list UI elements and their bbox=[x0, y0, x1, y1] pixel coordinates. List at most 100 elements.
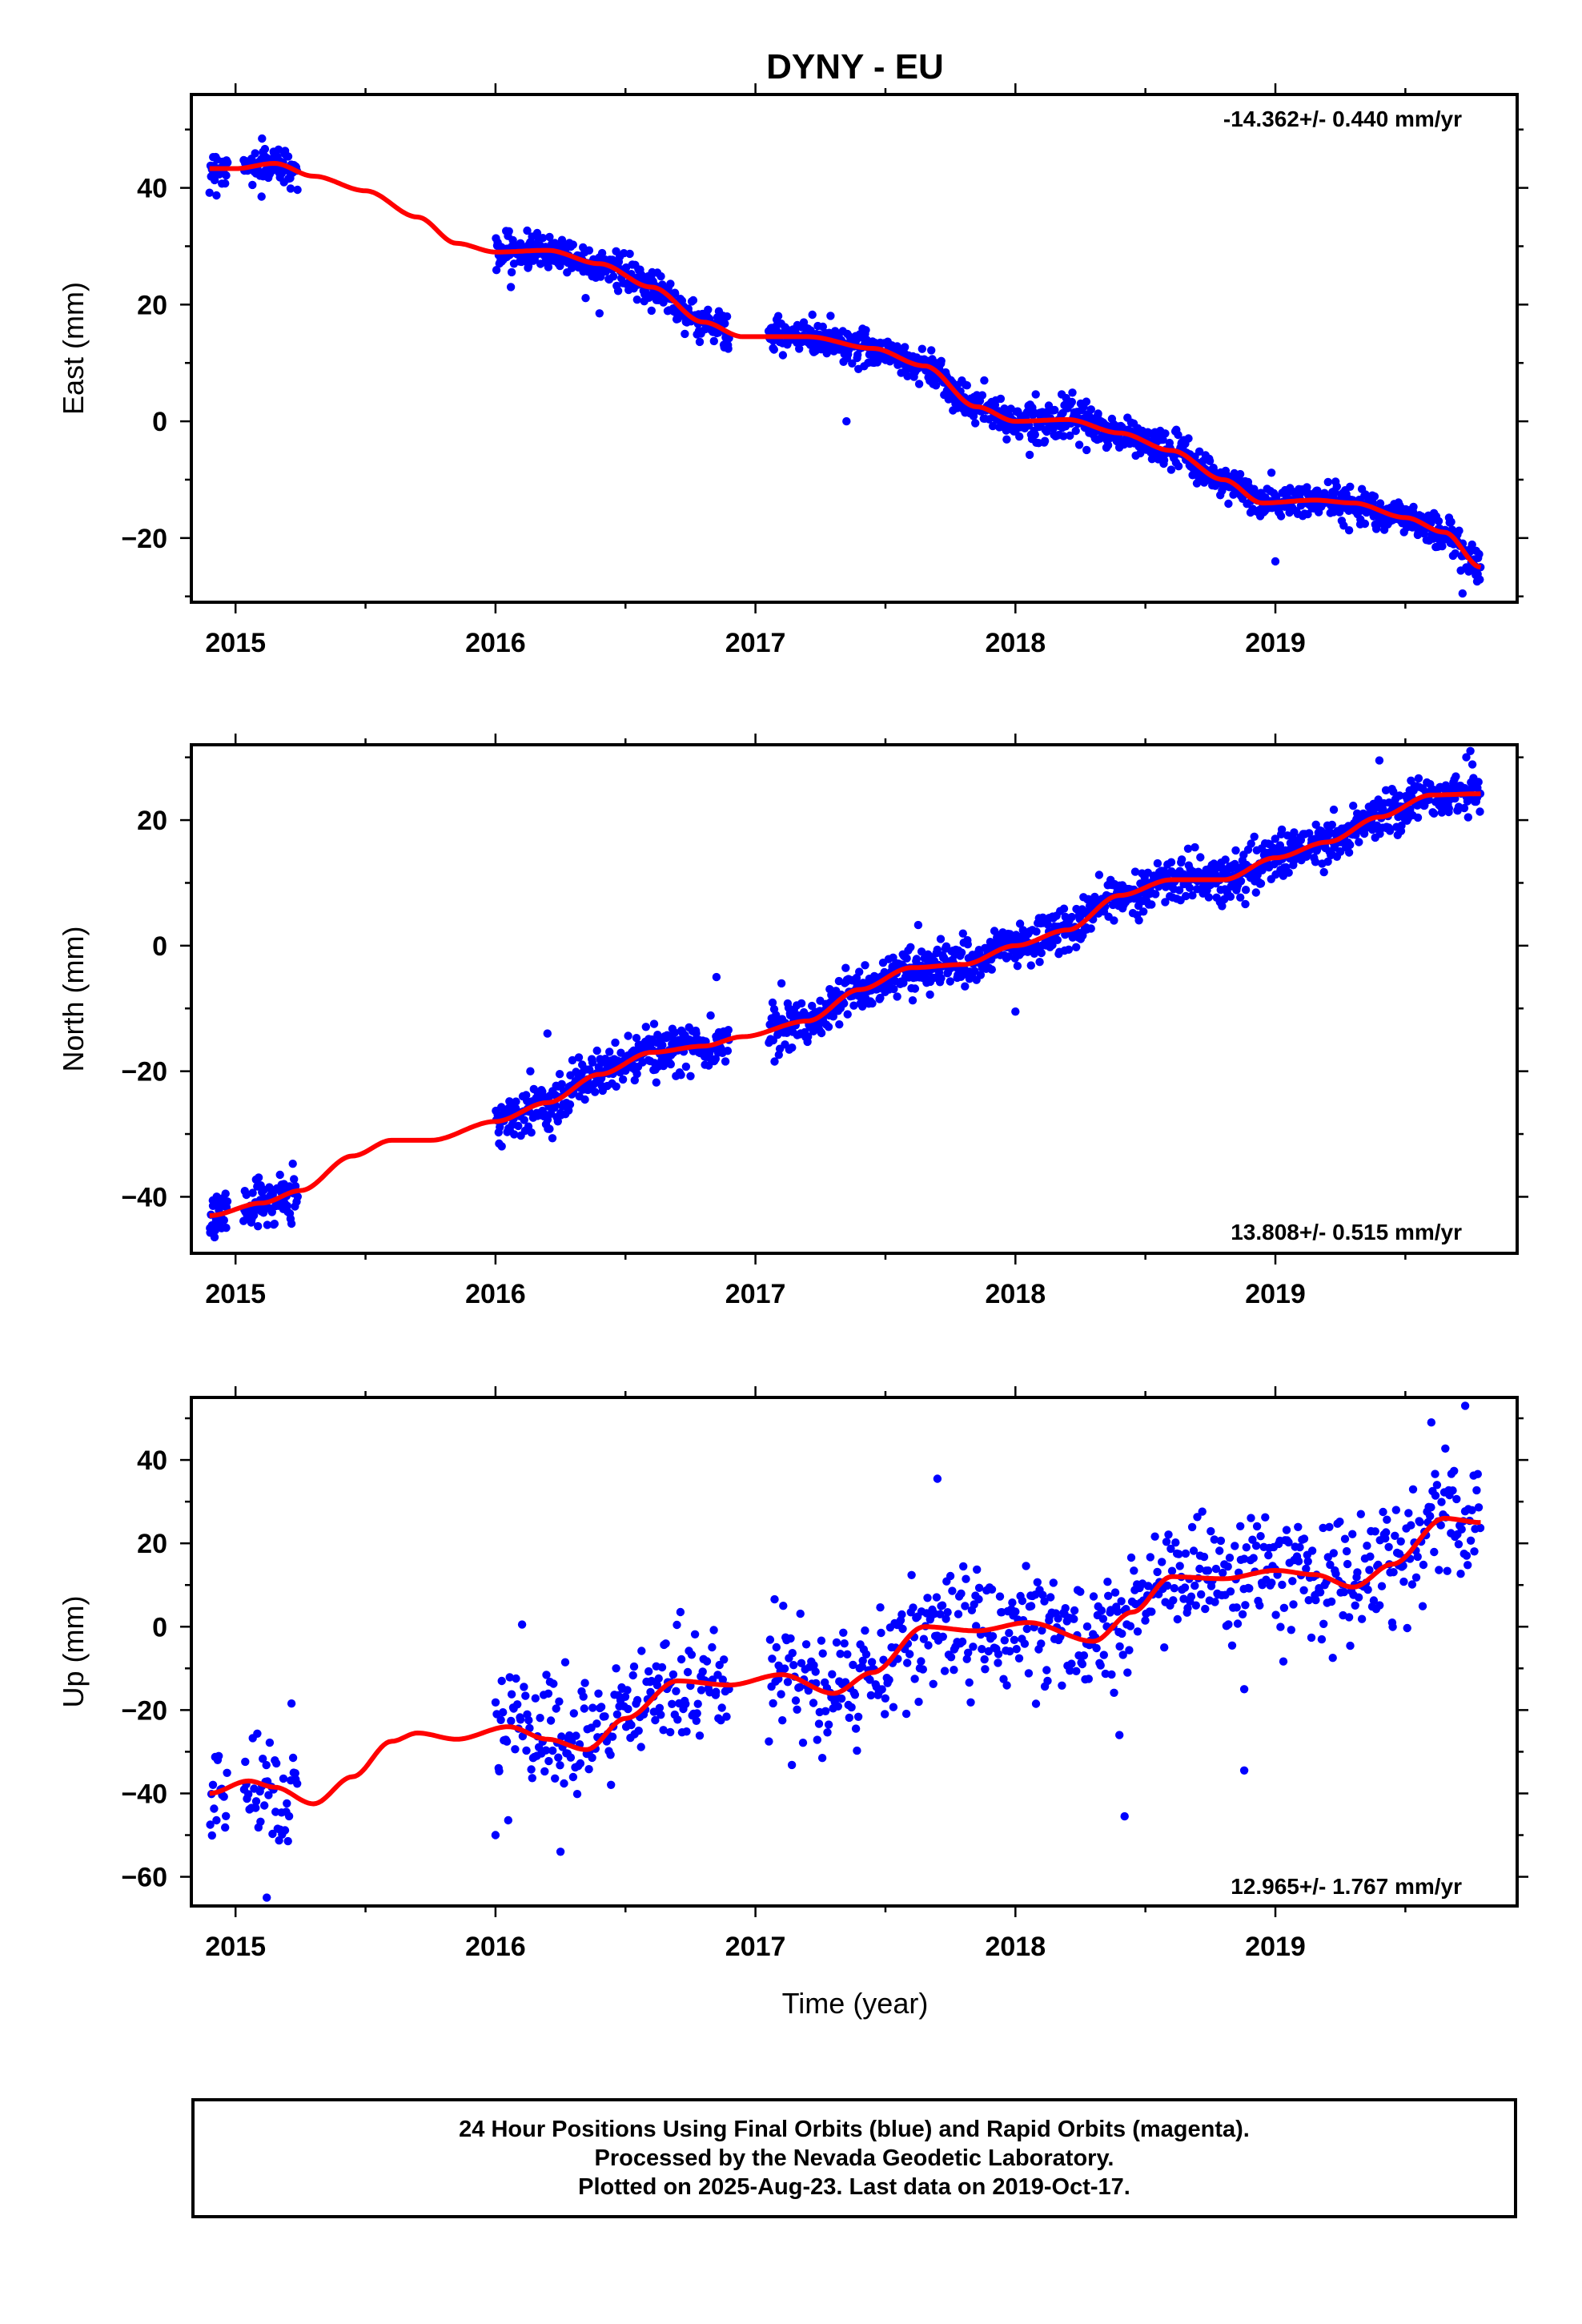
up-data-point bbox=[954, 1610, 963, 1618]
up-data-point bbox=[765, 1737, 773, 1746]
east-data-point bbox=[492, 266, 501, 275]
north-data-point bbox=[1319, 867, 1328, 877]
north-data-point bbox=[1166, 858, 1176, 866]
up-data-point bbox=[1329, 1549, 1339, 1558]
east-data-point bbox=[980, 376, 989, 385]
east-outlier-point bbox=[1271, 557, 1280, 566]
east-outlier-point bbox=[595, 309, 604, 318]
east-data-point bbox=[671, 289, 680, 298]
up-data-point bbox=[636, 1743, 645, 1751]
north-data-point bbox=[937, 974, 946, 983]
east-data-point bbox=[251, 149, 259, 158]
north-data-point bbox=[686, 1072, 695, 1081]
north-data-point bbox=[770, 1057, 779, 1066]
north-data-point bbox=[267, 1208, 276, 1216]
up-data-point bbox=[1448, 1486, 1457, 1495]
up-data-point bbox=[566, 1753, 576, 1762]
up-data-point bbox=[999, 1675, 1008, 1683]
east-data-point bbox=[222, 171, 231, 180]
east-data-point bbox=[504, 227, 513, 235]
north-data-point bbox=[527, 1128, 536, 1137]
up-data-point bbox=[801, 1640, 811, 1649]
east-data-point bbox=[1015, 432, 1024, 441]
up-data-point bbox=[978, 1645, 986, 1654]
east-data-point bbox=[625, 249, 634, 259]
north-data-point bbox=[1147, 900, 1156, 909]
up-data-point bbox=[542, 1671, 551, 1679]
up-data-point bbox=[210, 1804, 219, 1813]
up-data-point bbox=[1248, 1535, 1257, 1544]
up-data-point bbox=[770, 1594, 779, 1604]
east-data-point bbox=[1339, 521, 1348, 530]
up-data-point bbox=[843, 1650, 852, 1659]
up-data-point bbox=[669, 1670, 678, 1679]
up-data-point bbox=[1223, 1562, 1232, 1571]
up-data-point bbox=[1236, 1522, 1245, 1531]
up-data-point bbox=[1076, 1587, 1085, 1596]
north-data-point bbox=[496, 1123, 504, 1132]
north-data-point bbox=[721, 1057, 730, 1066]
up-data-point bbox=[1123, 1668, 1132, 1677]
north-data-point bbox=[1329, 805, 1339, 814]
up-data-point bbox=[517, 1620, 527, 1629]
up-data-point bbox=[974, 1583, 984, 1593]
up-data-point bbox=[1247, 1514, 1255, 1522]
up-data-point bbox=[511, 1745, 520, 1754]
up-data-point bbox=[520, 1683, 528, 1691]
up-data-point bbox=[580, 1704, 588, 1713]
up-data-point bbox=[1141, 1616, 1150, 1625]
up-data-point bbox=[223, 1768, 231, 1777]
east-data-point bbox=[962, 381, 972, 390]
north-data-point bbox=[906, 943, 915, 952]
east-outlier-point bbox=[257, 192, 266, 201]
up-data-point bbox=[1024, 1669, 1034, 1678]
up-data-point bbox=[568, 1772, 578, 1782]
east-data-point bbox=[971, 419, 980, 428]
up-data-point bbox=[777, 1690, 785, 1699]
up-data-point bbox=[1043, 1676, 1052, 1686]
east-data-point bbox=[1161, 429, 1170, 438]
up-data-point bbox=[1391, 1531, 1399, 1541]
north-data-point bbox=[970, 967, 979, 975]
up-data-point bbox=[1343, 1559, 1352, 1569]
north-y-tick-label: 0 bbox=[152, 931, 167, 962]
up-data-point bbox=[698, 1667, 707, 1676]
north-data-point bbox=[1134, 916, 1143, 925]
up-data-point bbox=[702, 1657, 712, 1666]
north-data-point bbox=[555, 1070, 564, 1079]
up-data-point bbox=[847, 1703, 856, 1712]
north-data-point bbox=[1177, 855, 1186, 864]
up-x-tick-label: 2016 bbox=[465, 1932, 526, 1962]
up-data-point bbox=[279, 1774, 288, 1783]
north-data-point bbox=[510, 1130, 519, 1139]
up-data-point bbox=[1210, 1535, 1219, 1544]
up-data-point bbox=[651, 1715, 660, 1725]
up-data-point bbox=[1413, 1552, 1422, 1562]
north-data-point bbox=[1389, 787, 1398, 796]
up-data-point bbox=[1107, 1670, 1116, 1679]
north-data-point bbox=[1185, 883, 1195, 892]
north-data-point bbox=[548, 1134, 557, 1143]
up-data-point bbox=[1437, 1498, 1446, 1506]
up-data-point bbox=[262, 1760, 271, 1770]
up-data-point bbox=[1084, 1675, 1094, 1683]
up-data-point bbox=[1249, 1554, 1258, 1562]
east-x-tick-label: 2017 bbox=[725, 628, 786, 658]
east-data-point bbox=[978, 391, 987, 400]
up-data-point bbox=[596, 1703, 606, 1711]
up-data-point bbox=[1256, 1532, 1265, 1541]
north-x-tick-label: 2018 bbox=[985, 1279, 1046, 1309]
footer-line-2: Processed by the Nevada Geodetic Laborat… bbox=[594, 2145, 1114, 2171]
up-data-point bbox=[544, 1689, 553, 1698]
up-data-point bbox=[672, 1687, 681, 1695]
up-data-point bbox=[780, 1664, 789, 1673]
north-data-point bbox=[1015, 919, 1025, 928]
up-data-point bbox=[1067, 1659, 1076, 1668]
east-data-point bbox=[1224, 499, 1233, 509]
up-data-point bbox=[1396, 1537, 1405, 1546]
chart-panel-east: 2015 2016 2017 2018 2019 −20 0 20 40 East (mm) -14… bbox=[57, 83, 1528, 658]
up-data-point bbox=[779, 1602, 788, 1610]
up-data-point bbox=[778, 1716, 787, 1725]
up-data-point bbox=[1375, 1601, 1384, 1610]
up-data-point bbox=[1180, 1583, 1190, 1592]
